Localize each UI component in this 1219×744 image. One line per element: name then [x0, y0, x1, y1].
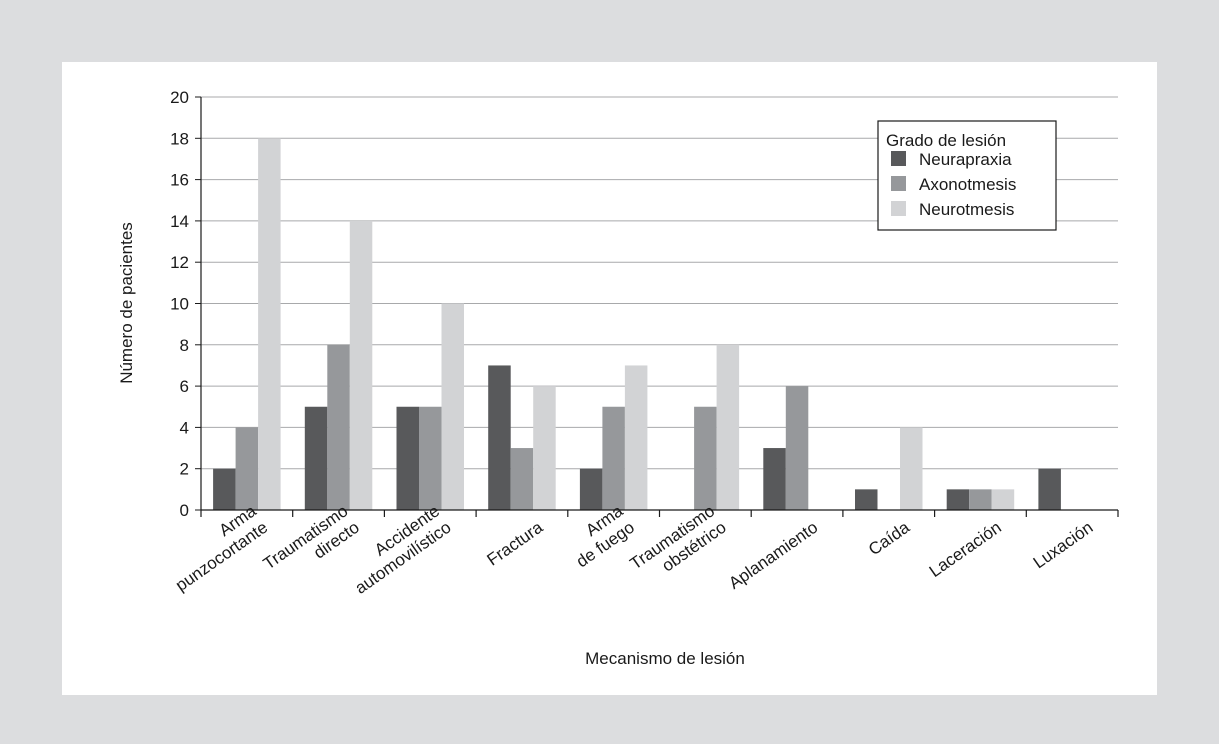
- x-tick-label-text: Caída: [865, 517, 914, 559]
- y-tick-label: 4: [180, 418, 189, 437]
- bar-chart: 02468101214161820ArmapunzocortanteTrauma…: [117, 88, 1119, 668]
- y-tick-label: 10: [170, 295, 189, 314]
- y-tick-label: 16: [170, 171, 189, 190]
- bar-neurapraxia-4: [579, 468, 603, 510]
- y-tick-label: 20: [170, 88, 189, 107]
- y-tick-label: 0: [180, 501, 189, 520]
- bar-axonotmesis-4: [602, 406, 625, 510]
- bar-neurotmesis-7: [900, 427, 923, 510]
- x-tick-label-text: Traumatismoobstétrico: [627, 501, 730, 589]
- legend-title: Grado de lesión: [886, 131, 1006, 150]
- x-tick-label-text: Fractura: [483, 517, 546, 569]
- chart-panel: 0 2 4 6 8 10 12 14 16 18 20 Armapunzocortante Trauma…: [62, 62, 1157, 695]
- x-tick-label-text: Accidenteautomovilístico: [340, 501, 454, 597]
- bar-neurapraxia-8: [946, 489, 970, 510]
- x-tick-label-text: Laceración: [926, 518, 1005, 581]
- x-tick-label-text: Armapunzocortante: [161, 501, 272, 595]
- bar-neurapraxia-6: [763, 448, 786, 510]
- bar-neurapraxia-1: [304, 406, 328, 510]
- legend-swatch-neurapraxia: [891, 151, 906, 166]
- bar-neurotmesis-3: [533, 386, 556, 510]
- x-tick-label-text: Luxación: [1030, 518, 1097, 573]
- x-tick-label-line: Laceración: [926, 518, 1005, 581]
- bar-neurapraxia-9: [1038, 468, 1061, 510]
- x-tick-label: Aplanamiento: [725, 518, 821, 593]
- legend-swatch-neurotmesis: [891, 201, 906, 216]
- bar-axonotmesis-3: [510, 448, 534, 510]
- bar-neurotmesis-2: [441, 303, 464, 510]
- x-tick-label: Luxación: [1030, 518, 1097, 573]
- bar-neurotmesis-4: [624, 365, 648, 510]
- x-tick-label: Traumatismodirecto: [260, 501, 363, 589]
- x-tick-label: Armade fuego: [561, 501, 638, 571]
- bar-axonotmesis-8: [969, 489, 992, 510]
- legend-box: [877, 120, 1057, 231]
- x-tick-label-line: Caída: [865, 517, 914, 559]
- legend: Grado de lesión Neurapraxia Axonotmesis Ne…: [877, 120, 1057, 231]
- bar-neurotmesis-5: [716, 344, 740, 510]
- legend-label-axonotmesis: Axonotmesis: [919, 175, 1016, 194]
- x-tick-label: Armapunzocortante: [161, 501, 272, 595]
- y-axis-title: Número de pacientes: [117, 222, 136, 384]
- bars: [213, 138, 1061, 511]
- y-tick-label: 18: [170, 129, 189, 148]
- x-tick-label: Fractura: [483, 517, 546, 569]
- legend-label-neurotmesis: Neurotmesis: [919, 200, 1014, 219]
- x-tick-label: Laceración: [926, 518, 1005, 581]
- x-axis-title: Mecanismo de lesión: [585, 649, 745, 668]
- x-tick-label-text: Traumatismodirecto: [260, 501, 363, 589]
- y-tick-label: 12: [170, 253, 189, 272]
- y-tick-label: 14: [170, 212, 189, 231]
- legend-label-neurapraxia: Neurapraxia: [919, 150, 1012, 169]
- bar-neurapraxia-0: [213, 468, 236, 510]
- x-tick-label-text: Armade fuego: [561, 501, 638, 571]
- bar-axonotmesis-1: [327, 344, 350, 510]
- x-tick-label-line: Luxación: [1030, 518, 1097, 573]
- bar-axonotmesis-5: [694, 406, 717, 510]
- x-tick-label-line: Fractura: [483, 517, 546, 569]
- bar-neurapraxia-7: [855, 489, 878, 510]
- x-tick-label-line: Aplanamiento: [725, 518, 821, 593]
- y-tick-label: 6: [180, 377, 189, 396]
- legend-swatch-axonotmesis: [891, 176, 906, 191]
- bar-neurotmesis-0: [258, 138, 281, 511]
- bar-neurotmesis-1: [349, 220, 373, 510]
- x-tick-label: Traumatismoobstétrico: [627, 501, 730, 589]
- x-tick-label: Accidenteautomovilístico: [340, 501, 455, 597]
- bar-axonotmesis-6: [785, 386, 809, 510]
- bar-neurapraxia-2: [396, 406, 419, 510]
- bar-axonotmesis-0: [235, 427, 259, 510]
- x-tick-label-text: Aplanamiento: [725, 518, 821, 593]
- bar-axonotmesis-2: [419, 406, 442, 510]
- y-tick-label: 8: [180, 336, 189, 355]
- bar-neurotmesis-8: [991, 489, 1015, 510]
- y-tick-label: 2: [180, 460, 189, 479]
- x-tick-label: Caída: [865, 517, 914, 559]
- bar-neurapraxia-3: [488, 365, 511, 510]
